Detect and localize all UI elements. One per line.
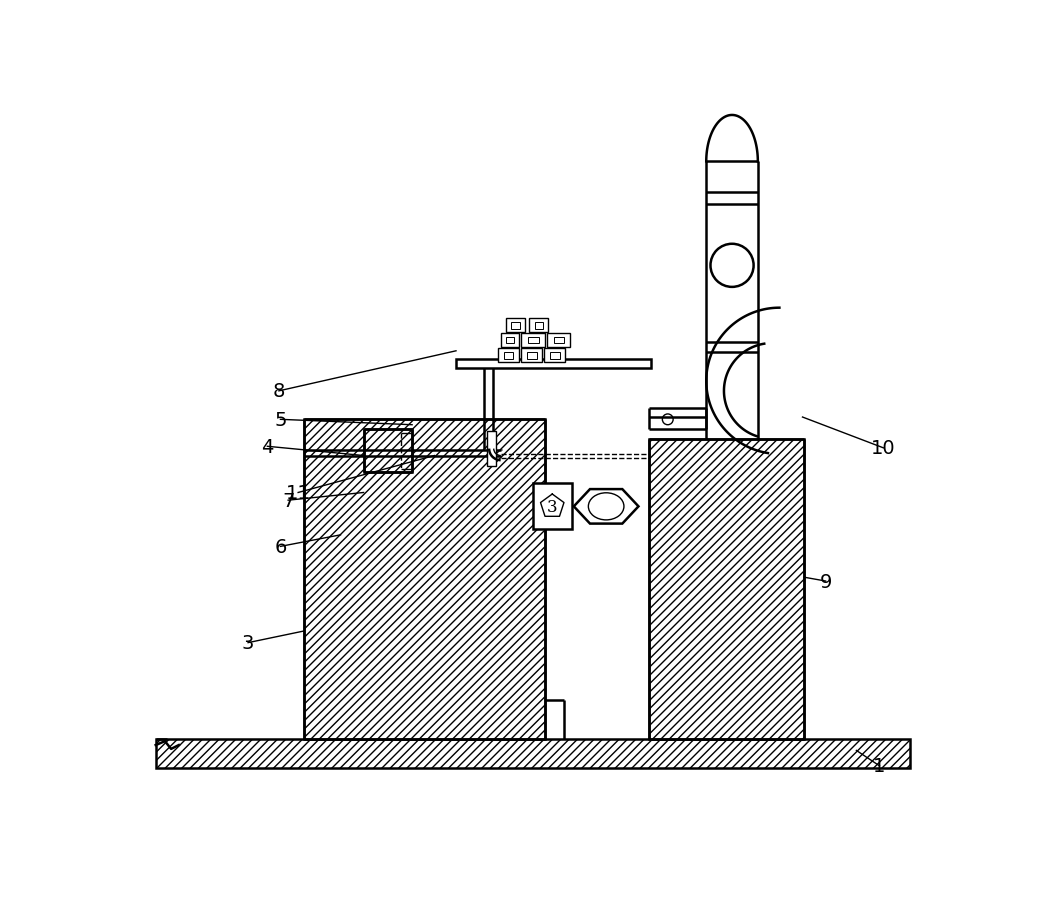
Text: 7: 7 (282, 491, 294, 510)
Bar (649, 439, 804, 739)
Bar (456, 360, 651, 368)
Bar (535, 323, 543, 330)
Bar (304, 420, 545, 739)
Bar (534, 484, 572, 530)
Bar (529, 319, 548, 333)
Text: 11: 11 (286, 483, 311, 502)
Bar (547, 334, 570, 348)
Bar (512, 323, 520, 330)
Text: 3: 3 (242, 633, 255, 652)
Text: 1: 1 (874, 757, 886, 776)
Bar (506, 338, 515, 344)
Text: 9: 9 (820, 572, 832, 591)
Text: 8: 8 (272, 382, 285, 401)
Text: 4: 4 (261, 437, 274, 456)
Bar (497, 349, 519, 363)
Bar (544, 349, 566, 363)
Bar (550, 353, 560, 359)
Bar (521, 349, 542, 363)
Text: 6: 6 (275, 537, 287, 556)
Bar (528, 338, 539, 344)
Bar (364, 430, 412, 473)
Text: 10: 10 (872, 439, 895, 458)
Bar (527, 353, 537, 359)
Bar (506, 319, 524, 333)
Ellipse shape (589, 493, 624, 520)
Bar (553, 338, 564, 344)
Bar (521, 334, 545, 348)
Bar (487, 432, 496, 466)
Bar (500, 334, 519, 348)
Bar (503, 353, 514, 359)
Bar (156, 739, 910, 768)
Text: 5: 5 (275, 410, 287, 429)
Text: 3: 3 (547, 498, 557, 516)
Polygon shape (574, 489, 639, 524)
